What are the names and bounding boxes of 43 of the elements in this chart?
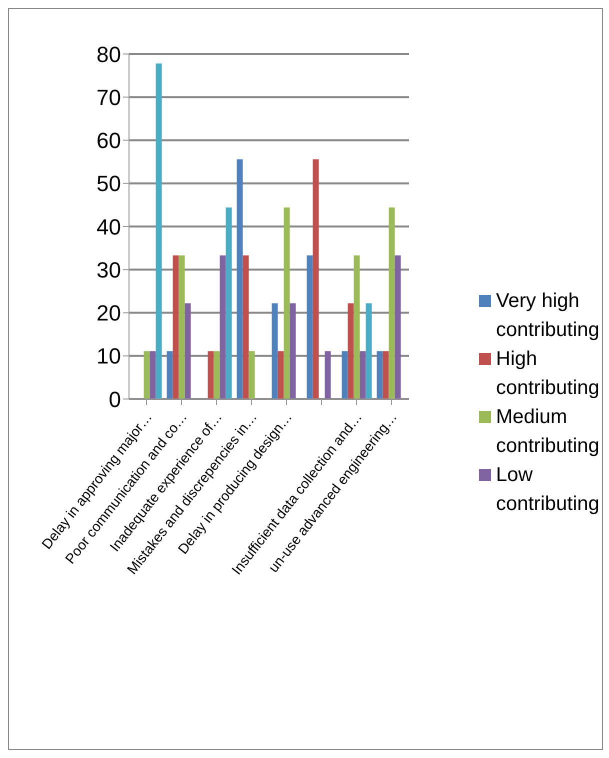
bar: [144, 351, 150, 399]
bar: [376, 351, 383, 399]
bar: [284, 208, 290, 399]
bar: [178, 255, 185, 399]
bar: [388, 208, 395, 399]
bar: [226, 208, 232, 399]
bar: [172, 255, 179, 399]
y-tick-label: 10: [96, 344, 121, 369]
bar: [220, 255, 226, 399]
legend-label: Low contributing: [496, 463, 600, 517]
bar: [236, 159, 243, 399]
y-tick-label: 60: [96, 128, 121, 154]
y-tick-label: 40: [96, 214, 121, 240]
bar: [354, 255, 360, 399]
bar: [272, 303, 278, 399]
bar: [242, 255, 249, 399]
y-tick-label: 0: [108, 386, 121, 412]
bar: [324, 351, 331, 399]
bar: [348, 303, 354, 399]
bar: [156, 63, 162, 399]
legend-label: Very high contributing: [496, 289, 600, 343]
bar: [360, 351, 366, 399]
bar: [290, 303, 296, 399]
bar: [312, 159, 319, 399]
bar: [150, 351, 156, 399]
bar: [248, 351, 255, 399]
y-tick-label: 20: [96, 300, 121, 326]
legend-label: Medium contributing: [496, 405, 600, 459]
legend-label: High contributing: [496, 347, 600, 401]
bar: [382, 351, 389, 399]
bar: [166, 351, 173, 399]
y-tick-label: 70: [96, 84, 121, 110]
y-tick-label: 80: [96, 42, 121, 67]
y-tick-label: 50: [96, 171, 121, 196]
bar: [366, 303, 372, 399]
bar: [214, 351, 220, 399]
bar: [184, 303, 191, 399]
bar: [278, 351, 284, 399]
bar: [306, 255, 313, 399]
bar: [208, 351, 214, 399]
bar: [394, 255, 401, 399]
y-tick-label: 30: [96, 257, 121, 282]
bar: [342, 351, 348, 399]
